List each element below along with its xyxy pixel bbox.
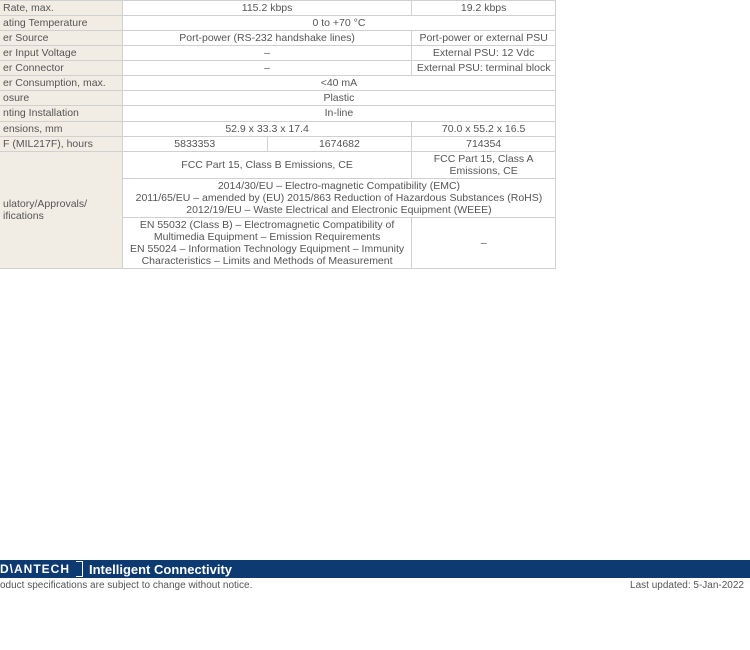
cell: External PSU: terminal block: [412, 61, 556, 76]
cell: 5833353: [122, 136, 267, 151]
cell: 70.0 x 55.2 x 16.5: [412, 121, 556, 136]
row-label: er Consumption, max.: [0, 76, 122, 91]
disclaimer-text: oduct specifications are subject to chan…: [0, 580, 252, 591]
cell: 19.2 kbps: [412, 1, 556, 16]
row-label: nting Installation: [0, 106, 122, 121]
spec-table: Rate, max. 115.2 kbps 19.2 kbps ating Te…: [0, 0, 556, 269]
cell: –: [122, 61, 411, 76]
cell: <40 mA: [122, 76, 555, 91]
footer-note: oduct specifications are subject to chan…: [0, 578, 748, 591]
row-label: osure: [0, 91, 122, 106]
cell: FCC Part 15, Class B Emissions, CE: [122, 151, 411, 178]
cell: In-line: [122, 106, 555, 121]
cell: 1674682: [267, 136, 412, 151]
cell: 115.2 kbps: [122, 1, 411, 16]
cell: 714354: [412, 136, 556, 151]
footer: D\ANTECH Intelligent Connectivity oduct …: [0, 560, 750, 591]
row-label: er Input Voltage: [0, 46, 122, 61]
row-label: Rate, max.: [0, 1, 122, 16]
cell: –: [412, 217, 556, 268]
cell: 52.9 x 33.3 x 17.4: [122, 121, 411, 136]
cell: –: [122, 46, 411, 61]
cell: Plastic: [122, 91, 555, 106]
cell: FCC Part 15, Class A Emissions, CE: [412, 151, 556, 178]
cell: 2014/30/EU – Electro-magnetic Compatibil…: [122, 178, 555, 217]
row-label: ensions, mm: [0, 121, 122, 136]
cell: External PSU: 12 Vdc: [412, 46, 556, 61]
row-label: ulatory/Approvals/ ifications: [0, 151, 122, 269]
footer-bar: D\ANTECH Intelligent Connectivity: [0, 560, 750, 578]
brand-logo: D\ANTECH: [0, 561, 83, 577]
cell: Port-power (RS-232 handshake lines): [122, 31, 411, 46]
row-label: er Source: [0, 31, 122, 46]
cell: EN 55032 (Class B) – Electromagnetic Com…: [122, 217, 411, 268]
last-updated: Last updated: 5-Jan-2022: [630, 580, 744, 591]
row-label: ating Temperature: [0, 16, 122, 31]
cell: Port-power or external PSU: [412, 31, 556, 46]
row-label: F (MIL217F), hours: [0, 136, 122, 151]
cell: 0 to +70 °C: [122, 16, 555, 31]
brand-text: D\ANTECH: [0, 561, 76, 577]
row-label: er Connector: [0, 61, 122, 76]
tagline: Intelligent Connectivity: [89, 562, 232, 577]
